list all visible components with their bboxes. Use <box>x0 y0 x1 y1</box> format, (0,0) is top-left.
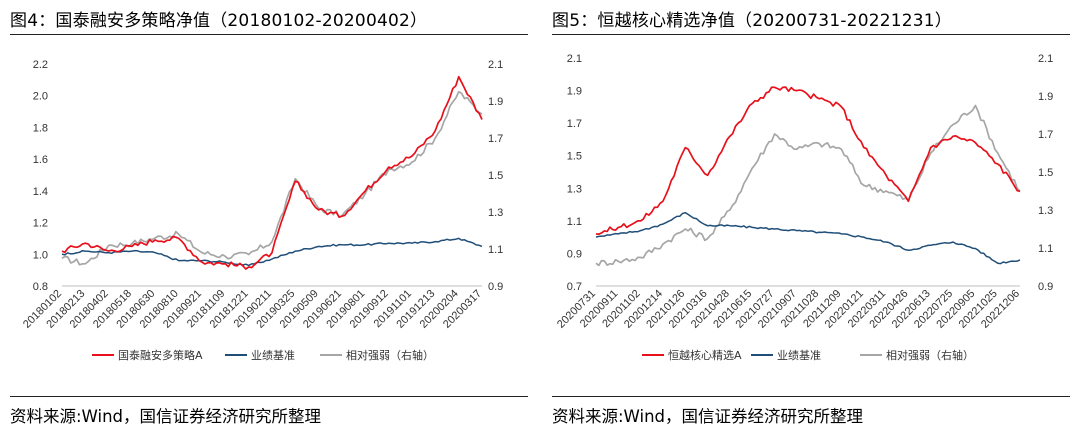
legend-label: 相对强弱（右轴） <box>886 348 974 362</box>
y-tick-label: 1.0 <box>33 249 48 261</box>
y-tick-label: 1.7 <box>567 118 582 130</box>
y2-tick-label: 0.9 <box>488 281 503 293</box>
source-rule <box>552 396 1070 397</box>
title-rule <box>10 34 528 35</box>
y-tick-label: 1.4 <box>33 186 48 198</box>
y-tick-label: 1.2 <box>33 218 48 230</box>
y2-tick-label: 1.9 <box>1038 91 1053 103</box>
y2-tick-label: 1.7 <box>1038 129 1053 141</box>
figure-4-title: 图4：国泰融安多策略净值（20180102-20200402） <box>10 11 428 31</box>
series-a-line <box>61 75 483 270</box>
y2-tick-label: 2.1 <box>1038 53 1053 65</box>
relative-strength-line <box>595 104 1021 267</box>
benchmark-line <box>595 211 1021 265</box>
figure-4-source: 资料来源:Wind，国信证券经济研究所整理 <box>10 407 322 426</box>
figure-4-panel: 图4：国泰融安多策略净值（20180102-20200402） 0.8 1.0 1.… <box>10 0 528 436</box>
source-rule <box>10 396 528 397</box>
y-tick-label: 1.9 <box>567 86 582 98</box>
y2-tick-label: 1.1 <box>488 244 503 256</box>
y-tick-label: 0.8 <box>33 281 48 293</box>
y2-tick-label: 1.5 <box>488 170 503 182</box>
figure-5-panel: 图5：恒越核心精选净值（20200731-20221231） 0.7 0.9 1.1… <box>552 0 1070 436</box>
y2-tick-label: 1.1 <box>1038 243 1053 255</box>
y-tick-label: 2.0 <box>33 91 48 103</box>
figure-5-chart: 0.7 0.9 1.1 1.3 1.5 1.7 1.9 2.1 0.9 1.1 1.3 1.5 1.7 1… <box>555 53 1053 362</box>
legend-label: 相对强弱（右轴） <box>346 348 434 362</box>
y2-tick-label: 0.9 <box>1038 281 1053 293</box>
title-rule <box>552 34 1070 35</box>
y2-tick-label: 1.3 <box>1038 205 1053 217</box>
benchmark-line <box>61 237 483 267</box>
legend-label: 业绩基准 <box>777 349 821 362</box>
y-tick-label: 2.1 <box>567 53 582 65</box>
series-a-line <box>595 86 1021 236</box>
y-tick-label: 2.2 <box>33 59 48 71</box>
relative-strength-line <box>61 90 483 266</box>
y-tick-label: 1.6 <box>33 154 48 166</box>
y2-tick-label: 1.7 <box>488 133 503 145</box>
figure-4-chart: 0.8 1.0 1.2 1.4 1.6 1.8 2.0 2.2 0.9 1.1 1.3 1.5 1.7 1… <box>21 59 503 362</box>
y2-tick-label: 2.1 <box>488 59 503 71</box>
legend-label: 业绩基准 <box>251 349 295 362</box>
y2-tick-label: 1.5 <box>1038 167 1053 179</box>
y-tick-label: 1.8 <box>33 122 48 134</box>
y-tick-label: 0.9 <box>567 248 582 260</box>
y-tick-label: 1.1 <box>567 216 582 228</box>
y-tick-label: 1.5 <box>567 151 582 163</box>
figure-5-title: 图5：恒越核心精选净值（20200731-20221231） <box>552 11 953 31</box>
legend-label: 国泰融安多策略A <box>118 348 203 362</box>
y2-tick-label: 1.9 <box>488 96 503 108</box>
legend-label: 恒越核心精选A <box>668 348 742 362</box>
figure-5-source: 资料来源:Wind，国信证券经济研究所整理 <box>552 407 864 426</box>
y2-tick-label: 1.3 <box>488 207 503 219</box>
y-tick-label: 1.3 <box>567 183 582 195</box>
y-tick-label: 0.7 <box>567 281 582 293</box>
